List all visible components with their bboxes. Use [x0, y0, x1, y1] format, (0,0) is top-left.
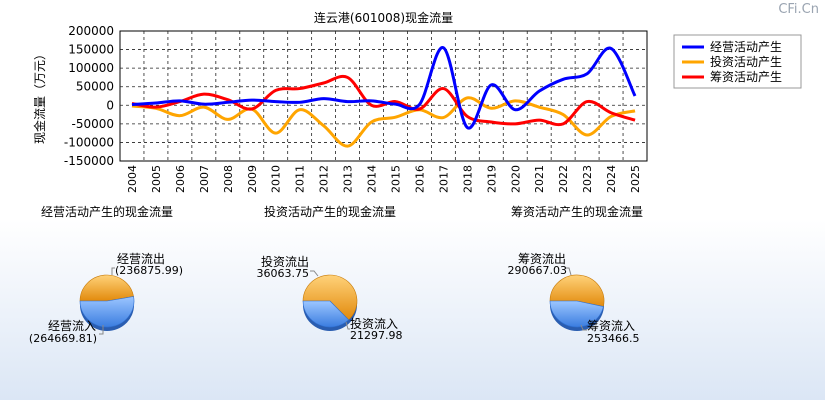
x-tick-label: 2011 — [294, 165, 307, 193]
pie-leader-2b — [345, 321, 350, 330]
y-axis-label: 现金流量（万元） — [32, 48, 47, 144]
pie-slice-inflow-3 — [549, 300, 604, 328]
pie-leader-1b — [99, 325, 104, 335]
y-tick-label: 0 — [106, 98, 114, 112]
x-tick-label: 2021 — [533, 165, 546, 193]
pie-label-inflow-3: 筹资流入 — [587, 319, 635, 333]
y-tick-label: 50000 — [76, 80, 114, 94]
y-tick-label: 100000 — [68, 61, 114, 75]
x-tick-label: 2015 — [389, 165, 402, 193]
legend-label-0: 经营活动产生 — [710, 40, 782, 54]
x-tick-label: 2017 — [437, 165, 450, 193]
pie-slice-outflow-1 — [79, 274, 134, 302]
legend-label-2: 筹资活动产生 — [710, 70, 782, 84]
pie-value-outflow-2: 36063.75 — [257, 267, 310, 280]
x-tick-label: 2006 — [174, 165, 187, 193]
series-line-1 — [131, 96, 636, 148]
x-tick-label: 2019 — [485, 165, 498, 193]
x-tick-label: 2007 — [198, 165, 211, 193]
x-tick-label: 2016 — [413, 165, 426, 193]
x-tick-label: 2024 — [605, 165, 618, 193]
y-tick-label: 150000 — [68, 43, 114, 57]
x-tick-label: 2020 — [509, 165, 522, 193]
y-tick-label: -150000 — [64, 154, 114, 168]
pie-leader-3b — [580, 324, 587, 331]
watermark: CFi.Cn — [778, 2, 819, 17]
pie-label-outflow-1: 经营流出 — [117, 252, 165, 266]
series-line-0 — [131, 46, 637, 130]
x-tick-label: 2025 — [629, 165, 642, 193]
pie-label-outflow-3: 筹资流出 — [518, 252, 566, 266]
x-tick-label: 2005 — [150, 165, 163, 193]
x-tick-label: 2004 — [126, 165, 139, 193]
pie-title-3: 筹资活动产生的现金流量 — [511, 204, 643, 219]
legend-label-1: 投资活动产生 — [710, 54, 782, 69]
pie-label-inflow-1: 经营流入 — [48, 319, 96, 333]
x-tick-label: 2013 — [342, 165, 355, 193]
pie-value-inflow-2: 21297.98 — [350, 329, 403, 342]
pie-slice-outflow-2 — [302, 274, 358, 321]
pie-leader-1a — [111, 267, 115, 275]
pie-leader-2a — [310, 270, 319, 277]
pie-value-outflow-1: (236875.99) — [115, 264, 183, 277]
chart-title: 连云港(601008)现金流量 — [314, 10, 453, 25]
x-tick-label: 2023 — [581, 165, 594, 193]
pie-slice-outflow-3 — [549, 274, 605, 307]
y-tick-label: 200000 — [68, 24, 114, 38]
series-line-2 — [131, 74, 636, 127]
pie-value-inflow-1: (264669.81) — [29, 332, 97, 345]
y-tick-label: -100000 — [64, 135, 114, 149]
x-tick-label: 2008 — [222, 165, 235, 193]
x-tick-label: 2012 — [318, 165, 331, 193]
x-tick-label: 2010 — [270, 165, 283, 193]
x-tick-label: 2009 — [246, 165, 259, 193]
pie-slice-inflow-2 — [302, 300, 350, 328]
y-tick-label: -50000 — [71, 117, 114, 131]
pie-label-inflow-2: 投资流入 — [350, 316, 398, 331]
pie-value-inflow-3: 253466.5 — [587, 332, 640, 345]
pie-label-outflow-2: 投资流出 — [261, 254, 309, 269]
pie-slice-inflow-1 — [79, 296, 135, 328]
pie-value-outflow-3: 290667.03 — [508, 264, 568, 277]
x-tick-label: 2022 — [557, 165, 570, 193]
x-tick-label: 2018 — [461, 165, 474, 193]
pie-leader-3a — [565, 267, 572, 276]
x-tick-label: 2014 — [366, 165, 379, 193]
pie-title-2: 投资活动产生的现金流量 — [264, 204, 396, 219]
pie-title-1: 经营活动产生的现金流量 — [41, 204, 173, 219]
